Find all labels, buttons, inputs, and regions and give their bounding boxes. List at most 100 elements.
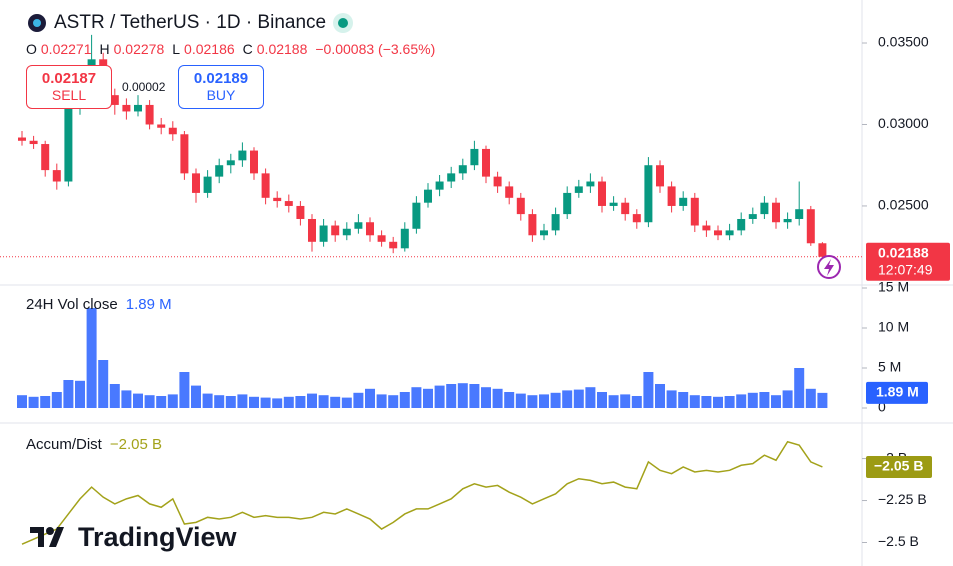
volume-bar — [260, 397, 271, 408]
volume-bar — [631, 396, 642, 408]
ohlc-key: O — [26, 41, 37, 57]
candle-body — [435, 181, 444, 190]
candle-body — [632, 214, 641, 223]
volume-bar — [701, 396, 712, 408]
volume-bar — [283, 396, 294, 408]
candle-body — [110, 95, 119, 105]
volume-bar — [550, 392, 561, 408]
volume-bar — [678, 392, 689, 408]
ohlc-row: O 0.02271 H 0.02278 L 0.02186 C 0.02188 −0.0… — [26, 41, 439, 57]
y-tick-label: 0 — [878, 399, 886, 415]
volume-bar — [249, 396, 259, 408]
candle-body — [806, 209, 815, 244]
candle-body — [308, 218, 316, 242]
volume-bar — [423, 388, 433, 408]
y-tick-label: 0.03500 — [878, 34, 929, 50]
volume-bar — [330, 396, 341, 408]
volume-bar — [341, 397, 352, 408]
ohlc-value: 0.02188 — [256, 41, 308, 57]
symbol-title: ASTR / TetherUS · 1D · Binance — [54, 12, 327, 33]
volume-bar — [643, 372, 654, 408]
candle-body — [540, 230, 548, 236]
candle-body — [493, 176, 502, 187]
candle-body — [760, 202, 769, 215]
candle-body — [250, 150, 258, 174]
volume-bar — [736, 394, 747, 408]
volume-bar — [318, 395, 329, 408]
candle-body — [377, 235, 386, 242]
candle-body — [737, 218, 746, 231]
candle-body — [795, 209, 804, 219]
volume-bar — [573, 389, 584, 408]
legend-value: 1.89 M — [125, 296, 172, 313]
volume-bar — [747, 392, 758, 408]
y-tick-label: 15 M — [878, 279, 909, 295]
volume-bar — [481, 387, 491, 408]
volume-bar — [794, 368, 805, 408]
countdown: 12:07:49 — [878, 261, 933, 277]
candle-body — [296, 205, 305, 219]
volume-bar — [191, 385, 201, 408]
volume-bar — [51, 392, 62, 408]
volume-bar — [515, 393, 526, 408]
candle-body — [516, 197, 525, 215]
volume-bar — [655, 384, 665, 408]
candle-body — [748, 214, 757, 219]
volume-bar — [724, 396, 735, 408]
volume-bar — [388, 395, 399, 408]
candle-body — [702, 225, 711, 231]
candle-body — [64, 108, 73, 182]
volume-bar — [527, 395, 538, 408]
volume-value-box — [866, 381, 928, 404]
candle-body — [192, 173, 200, 193]
volume-bar — [214, 395, 225, 408]
ad-value-label: −2.05 B — [874, 458, 923, 474]
candle-body — [157, 124, 166, 128]
symbol-header: ASTR / TetherUS · 1D · Binance — [26, 12, 354, 34]
status-dot — [333, 13, 354, 33]
logo-icon — [30, 526, 64, 547]
volume-bar — [75, 380, 85, 408]
sell-button[interactable]: 0.02187 SELL — [26, 65, 112, 109]
volume-bar — [492, 388, 503, 408]
volume-bar — [28, 396, 39, 408]
logo-text: TradingView — [78, 522, 237, 552]
candle-body — [400, 228, 409, 249]
candle-body — [354, 222, 363, 229]
volume-bar — [805, 388, 816, 408]
candle-body — [598, 181, 606, 206]
candle-body — [203, 176, 212, 193]
buy-price: 0.02189 — [193, 70, 249, 87]
legend-value: −2.05 B — [109, 436, 162, 453]
candle-body — [168, 127, 177, 135]
volume-bar — [666, 390, 677, 408]
candle-body — [366, 222, 374, 236]
candle-body — [656, 165, 664, 187]
y-tick-label: 5 M — [878, 359, 901, 375]
volume-bar — [713, 396, 723, 408]
volume-bar — [446, 384, 457, 408]
volume-bar — [156, 396, 167, 408]
candle-body — [470, 148, 479, 166]
ohlc-value: 0.02271 — [40, 41, 92, 57]
volume-bar — [817, 392, 828, 408]
ad-line — [21, 440, 823, 545]
ohlc-change: −0.00083 (−3.65%) — [315, 41, 436, 57]
volume-bar — [86, 308, 97, 408]
buy-button[interactable]: 0.02189 BUY — [178, 65, 264, 109]
candle-body — [714, 230, 722, 236]
logo: TradingView — [30, 522, 237, 553]
volume-bar — [225, 396, 236, 408]
candle-body — [609, 202, 618, 206]
candle-body — [783, 218, 792, 223]
candle-body — [679, 197, 688, 206]
y-tick-label: −2.5 B — [878, 533, 919, 549]
volume-bar — [353, 392, 364, 408]
legend-name: Accum/Dist — [26, 436, 102, 453]
volume-bar — [504, 392, 515, 408]
candle-body — [586, 181, 595, 187]
volume-bar — [597, 392, 607, 408]
volume-bar — [63, 380, 74, 408]
